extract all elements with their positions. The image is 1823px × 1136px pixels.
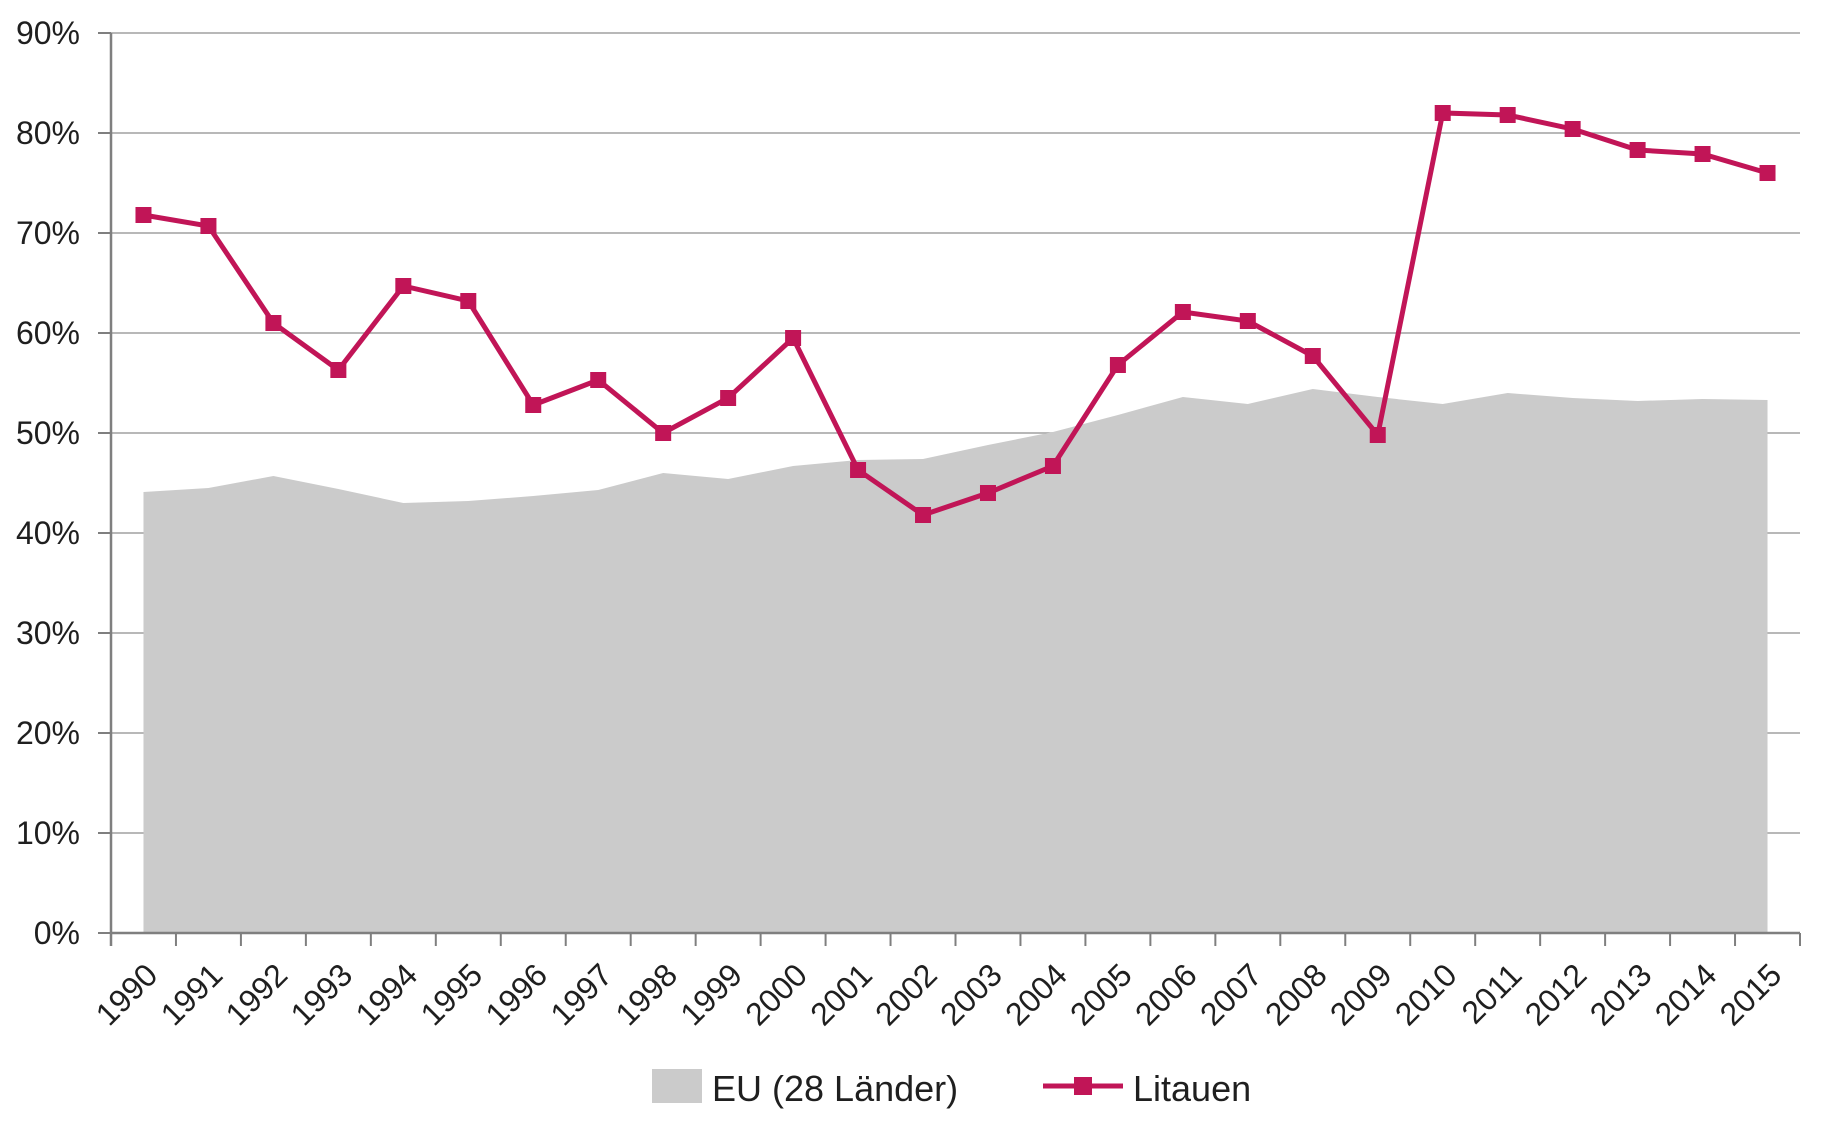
litauen-data-point-marker [395,278,412,294]
eu-area-shape [143,389,1768,933]
litauen-data-point-marker [460,293,477,309]
litauen-data-point-marker [1239,313,1256,329]
litauen-data-point-marker [850,462,867,478]
litauen-line-series-group [135,105,1776,523]
litauen-data-point-marker [1499,107,1516,123]
x-tick-label-year: 2011 [1455,956,1529,1030]
x-tick-label-year: 2002 [868,956,944,1032]
y-axis-labels-group: 0% 10% 20% 30% 40% 50% 60% 70% 80% 90% [16,15,80,951]
litauen-data-point-marker [1759,165,1776,181]
litauen-data-point-marker [720,390,737,406]
legend-label-eu: EU (28 Länder) [712,1068,958,1109]
x-tick-label-year: 1998 [608,956,684,1032]
litauen-data-point-marker [200,218,217,234]
litauen-data-point-marker [590,372,607,388]
x-tick-label-year: 2009 [1323,956,1399,1032]
litauen-data-point-marker [785,330,802,346]
litauen-data-point-marker [330,362,347,378]
x-tick-label-year: 2003 [933,956,1009,1032]
x-tick-label-year: 2012 [1518,956,1594,1032]
y-tick-label: 90% [16,15,80,51]
legend-label-litauen: Litauen [1133,1068,1251,1109]
litauen-data-point-marker [915,507,932,523]
litauen-data-point-marker [1044,458,1061,474]
x-tick-label-year: 2001 [803,956,879,1032]
x-tick-label-year: 1993 [284,956,360,1032]
x-tick-label-year: 2006 [1128,956,1204,1032]
litauen-data-point-marker [1304,348,1321,364]
y-tick-label: 40% [16,515,80,551]
litauen-line-path [143,110,1769,518]
y-tick-label: 30% [16,615,80,651]
y-tick-label: 70% [16,215,80,251]
x-tick-label-year: 2015 [1713,956,1789,1032]
litauen-square-marker-icon [1074,1077,1092,1095]
litauen-data-point-marker [1694,146,1711,162]
x-tick-label-year: 2013 [1583,956,1659,1032]
x-tick-label-year: 1994 [348,956,424,1032]
y-tick-label: 50% [16,415,80,451]
legend-item-litauen: Litauen [1043,1068,1251,1109]
x-tick-label-year: 2000 [738,956,814,1032]
x-tick-label-year: 1999 [673,956,749,1032]
x-tick-label-year: 1992 [219,956,295,1032]
y-tick-label: 60% [16,315,80,351]
x-axis-labels-group: 1990199119921993199419951996199719981999… [89,956,1789,1032]
litauen-data-point-marker [1174,304,1191,320]
litauen-data-point-marker [525,397,542,413]
litauen-data-point-marker [1369,427,1386,443]
chart-legend: EU (28 Länder) Litauen [652,1068,1251,1109]
x-tick-label-year: 1991 [154,956,230,1032]
x-tick-label-year: 1997 [543,956,619,1032]
legend-item-eu: EU (28 Länder) [652,1068,958,1109]
x-tick-label-year: 2004 [998,956,1074,1032]
x-tick-label-year: 2008 [1258,956,1334,1032]
y-tick-label: 20% [16,715,80,751]
x-tick-label-year: 1990 [89,956,165,1032]
litauen-data-point-marker [979,485,996,501]
x-tick-label-year: 1995 [413,956,489,1032]
x-tick-label-year: 2010 [1388,956,1464,1032]
litauen-data-point-marker [1564,121,1581,137]
litauen-data-point-marker [655,425,672,441]
axes-group [98,32,1801,946]
x-tick-label-year: 2007 [1193,956,1269,1032]
y-tick-label: 0% [34,915,80,951]
litauen-data-point-marker [1109,357,1126,373]
y-tick-label: 80% [16,115,80,151]
x-tick-label-year: 2014 [1648,956,1724,1032]
eu-area-swatch-icon [652,1069,702,1103]
eu-area-series-group [143,389,1768,933]
litauen-data-point-marker [265,315,282,331]
x-tick-label-year: 2005 [1063,956,1139,1032]
litauen-data-point-marker [135,207,152,223]
y-tick-label: 10% [16,815,80,851]
x-tick-label-year: 1996 [478,956,554,1032]
litauen-data-point-marker [1629,142,1646,158]
litauen-data-point-marker [1434,105,1451,121]
